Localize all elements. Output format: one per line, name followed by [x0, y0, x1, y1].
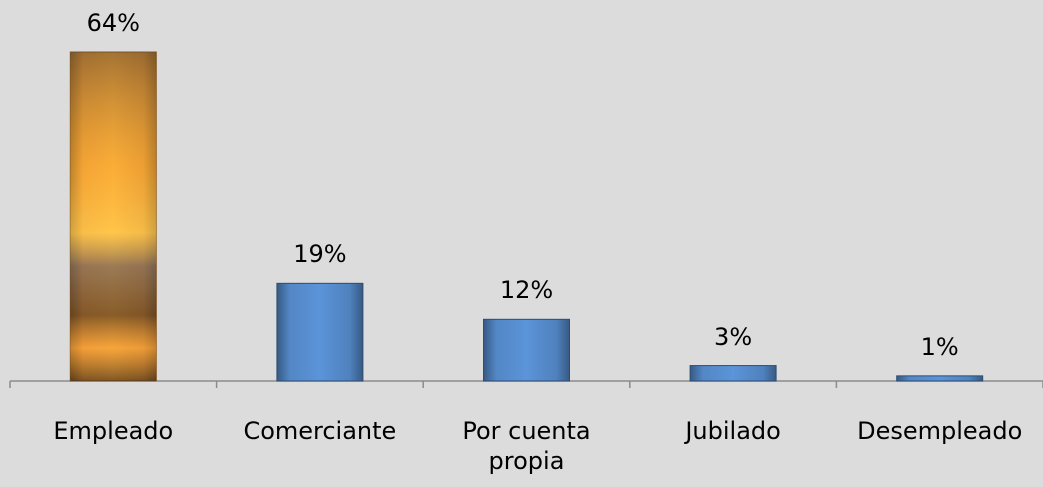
bar-texture: [70, 52, 157, 381]
x-tick-label: Jubilado: [685, 417, 781, 445]
bar-group: [69, 51, 157, 382]
bar-group: [689, 365, 777, 382]
x-tick-label: Empleado: [53, 417, 174, 445]
bar: [896, 375, 984, 382]
bar-group: [276, 282, 364, 382]
x-tick-label: Por cuenta propia: [462, 417, 591, 475]
x-tick-label: Desempleado: [857, 417, 1023, 445]
value-label: 12%: [499, 276, 554, 305]
value-label: 64%: [86, 9, 140, 37]
value-label: 1%: [920, 332, 959, 361]
bar: [276, 282, 364, 382]
value-label: 19%: [293, 240, 347, 269]
bar-group: [896, 375, 984, 382]
x-tick-label: Comerciante: [243, 417, 397, 445]
bar: [483, 318, 570, 382]
bar: [689, 365, 777, 382]
bar-group: [483, 318, 570, 382]
value-label: 3%: [714, 322, 753, 351]
